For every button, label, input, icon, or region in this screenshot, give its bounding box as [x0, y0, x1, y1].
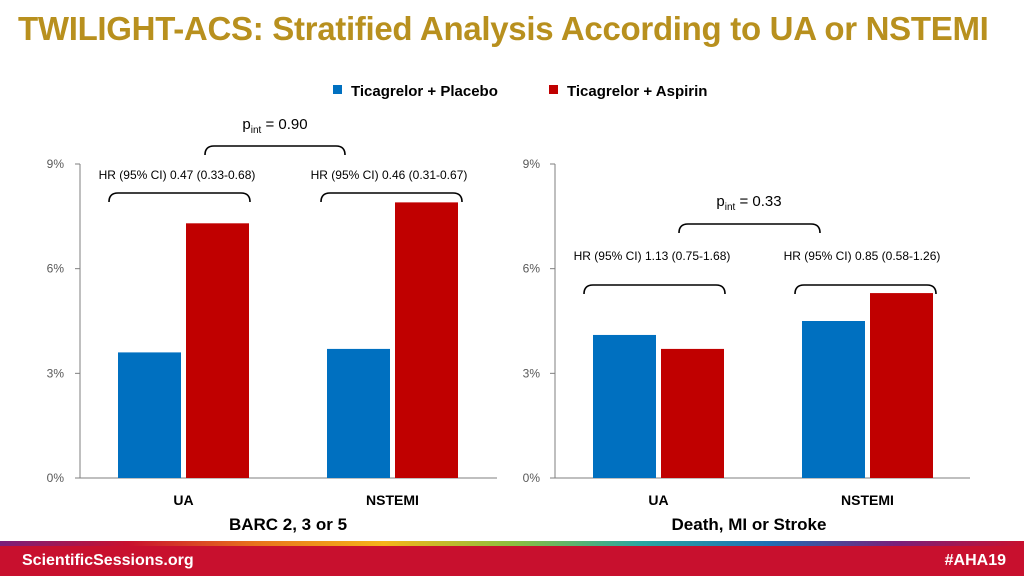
panel1-y-tick-label: 0% — [47, 471, 65, 485]
panel1-p-interaction-bracket — [204, 145, 346, 156]
panel2-bar-nstemi-series2 — [870, 293, 933, 478]
panel1-bar-nstemi-series1 — [327, 348, 390, 478]
panel2-p-interaction-bracket — [678, 223, 821, 234]
panel2-hr-bracket — [583, 284, 726, 295]
footer-color-band — [0, 541, 1024, 546]
footer-website-link[interactable]: ScientificSessions.org — [22, 552, 194, 569]
panel1-category-label: NSTEMI — [366, 492, 419, 508]
panel2-bar-ua-series1 — [593, 334, 656, 478]
legend-label-2: Ticagrelor + Aspirin — [567, 83, 707, 100]
panel2-y-tick-label: 6% — [523, 262, 541, 276]
panel1-hr-bracket — [108, 192, 251, 203]
panel1-bar-ua-series1 — [118, 352, 181, 478]
panel2-hr-annotation: HR (95% CI) 1.13 (0.75-1.68) — [574, 249, 731, 263]
panel1-y-tick-label: 9% — [47, 157, 65, 171]
panel1-hr-bracket — [320, 192, 463, 203]
panel2-p-interaction: pint = 0.33 — [716, 193, 781, 213]
footer-hashtag: #AHA19 — [944, 552, 1006, 569]
panel2-y-tick-label: 0% — [523, 471, 541, 485]
panel2-bar-ua-series2 — [661, 348, 724, 478]
slide-title: TWILIGHT-ACS: Stratified Analysis Accord… — [18, 10, 989, 47]
legend-swatch-1 — [333, 85, 342, 94]
panel1-category-label: UA — [173, 492, 193, 508]
panel1-x-axis-title: BARC 2, 3 or 5 — [229, 515, 347, 534]
panel1-y-tick-label: 3% — [47, 366, 65, 380]
panel2-hr-annotation: HR (95% CI) 0.85 (0.58-1.26) — [784, 249, 941, 263]
panel2-x-axis-title: Death, MI or Stroke — [672, 515, 827, 534]
footer-bar: ScientificSessions.org #AHA19 — [0, 546, 1024, 576]
panel1-p-interaction: pint = 0.90 — [242, 116, 307, 136]
panel1-bar-ua-series2 — [186, 223, 249, 478]
panel1-hr-annotation: HR (95% CI) 0.47 (0.33-0.68) — [99, 168, 256, 182]
panel1-y-tick-label: 6% — [47, 262, 65, 276]
panel1-bar-nstemi-series2 — [395, 202, 458, 478]
panel2-hr-bracket — [794, 284, 937, 295]
panel2-y-tick-label: 3% — [523, 366, 541, 380]
panel2-category-label: UA — [648, 492, 668, 508]
panel1-hr-annotation: HR (95% CI) 0.46 (0.31-0.67) — [311, 168, 468, 182]
panel2-category-label: NSTEMI — [841, 492, 894, 508]
panel2-bar-nstemi-series1 — [802, 321, 865, 478]
legend-swatch-2 — [549, 85, 558, 94]
panel2-y-tick-label: 9% — [523, 157, 541, 171]
chart-area: Ticagrelor + Placebo Ticagrelor + Aspirin… — [47, 83, 970, 534]
legend-label-1: Ticagrelor + Placebo — [351, 83, 498, 100]
